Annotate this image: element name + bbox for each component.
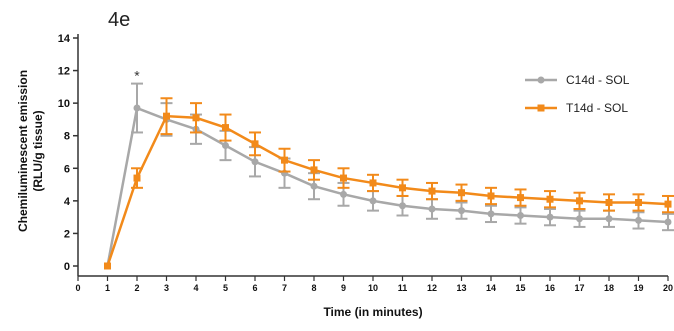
x-tick-label: 15 — [515, 283, 525, 293]
legend-marker — [537, 104, 545, 112]
data-point — [635, 198, 642, 206]
data-point — [605, 215, 613, 223]
data-point — [163, 112, 170, 120]
x-tick-label: 17 — [574, 283, 584, 293]
legend-item: C14d - SOL — [525, 73, 630, 87]
y-tick-label: 6 — [64, 163, 70, 175]
data-point — [251, 158, 259, 166]
data-point — [399, 202, 406, 210]
y-tick-label: 0 — [64, 261, 70, 273]
y-axis-title-line-2: (RLU/g tissue) — [31, 110, 45, 191]
y-tick-label: 2 — [64, 228, 70, 240]
data-point — [664, 218, 672, 226]
legend-marker — [537, 76, 545, 84]
x-tick-label: 3 — [164, 283, 169, 293]
data-point — [605, 198, 613, 206]
x-tick-label: 1 — [105, 283, 110, 293]
data-point — [192, 114, 200, 122]
legend-label: T14d - SOL — [566, 101, 628, 115]
data-point — [635, 216, 642, 224]
data-point — [576, 197, 583, 205]
data-point — [546, 213, 554, 221]
y-tick-label: 10 — [58, 98, 70, 110]
data-point — [222, 141, 229, 149]
series-line — [106, 114, 669, 267]
data-point — [133, 104, 141, 112]
x-tick-label: 7 — [282, 283, 287, 293]
y-tick-label: 12 — [58, 66, 70, 78]
x-tick-label: 4 — [193, 283, 198, 293]
data-point — [428, 205, 436, 213]
data-point — [458, 207, 465, 215]
x-tick-label: 2 — [134, 283, 139, 293]
panel-label: 4e — [108, 9, 130, 31]
x-tick-label: 12 — [427, 283, 437, 293]
x-axis-title: Time (in minutes) — [323, 305, 422, 319]
data-point — [487, 210, 495, 218]
data-point — [664, 200, 672, 208]
data-point — [546, 195, 554, 203]
legend-label: C14d - SOL — [566, 73, 630, 87]
data-point — [310, 166, 318, 174]
data-point — [428, 187, 436, 195]
data-point — [517, 212, 524, 220]
data-point — [487, 192, 495, 200]
data-point — [133, 174, 141, 182]
data-point — [517, 194, 524, 202]
data-point — [576, 215, 583, 223]
legend-item: T14d - SOL — [525, 101, 628, 115]
x-tick-label: 9 — [341, 283, 346, 293]
x-tick-label: 19 — [633, 283, 643, 293]
data-point — [340, 190, 347, 198]
series-layer: * — [104, 67, 674, 270]
significance-marker: * — [134, 67, 140, 83]
x-tick-label: 18 — [604, 283, 614, 293]
x-tick-label: 11 — [398, 283, 408, 293]
data-point — [104, 262, 111, 270]
y-axis-title-line-1: Chemiluminescent emission — [16, 70, 30, 232]
data-point — [458, 189, 465, 197]
data-point — [399, 184, 406, 192]
data-point — [369, 179, 377, 187]
series-2 — [104, 97, 674, 270]
x-tick-label: 16 — [545, 283, 555, 293]
x-tick-label: 10 — [368, 283, 378, 293]
data-point — [281, 156, 288, 164]
x-tick-label: 0 — [75, 283, 80, 293]
x-tick-label: 8 — [311, 283, 316, 293]
data-point — [340, 174, 347, 182]
y-tick-label: 4 — [64, 196, 71, 208]
x-tick-label: 13 — [456, 283, 466, 293]
data-point — [222, 124, 229, 132]
legend: C14d - SOL T14d - SOL — [525, 73, 630, 115]
data-point — [369, 197, 377, 205]
x-tick-label: 6 — [252, 283, 257, 293]
x-tick-label: 14 — [486, 283, 496, 293]
data-point — [310, 182, 318, 190]
x-tick-label: 5 — [223, 283, 228, 293]
y-tick-label: 8 — [64, 131, 70, 143]
x-tick-label: 20 — [663, 283, 673, 293]
y-tick-label: 14 — [58, 33, 71, 45]
data-point — [251, 140, 259, 148]
